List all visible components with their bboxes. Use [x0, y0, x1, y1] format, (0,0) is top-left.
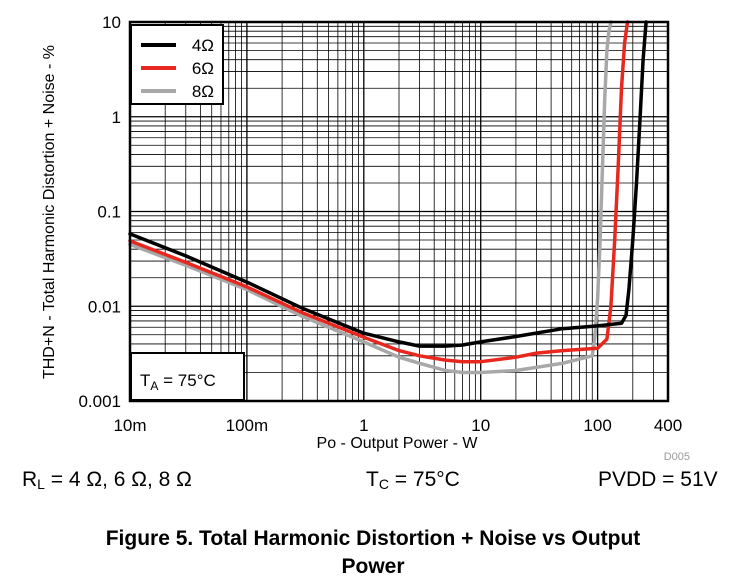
- x-tick-label: 1: [359, 416, 368, 435]
- supply-voltage-condition: PVDD = 51V: [598, 468, 718, 492]
- x-tick-label: 100: [583, 416, 611, 435]
- y-tick-label: 10: [102, 13, 121, 32]
- figure-caption: Figure 5. Total Harmonic Distortion + No…: [0, 525, 746, 581]
- annotation-main: T: [140, 371, 150, 390]
- temperature-annotation: TA = 75°C: [130, 352, 245, 401]
- thdn-chart: 10m 100m 1 10 100 400 0.001 0.01 0.1 1 10 Po - Ou…: [41, 13, 690, 463]
- legend-label: 6Ω: [192, 59, 214, 78]
- figure-code: D005: [664, 451, 690, 463]
- rl-sub: L: [37, 476, 45, 492]
- rl-main: R: [22, 468, 38, 491]
- series-line-6Ω: [128, 20, 630, 364]
- legend-label: 4Ω: [192, 36, 214, 55]
- y-tick-label: 0.1: [97, 203, 121, 222]
- caption-line-1: Figure 5. Total Harmonic Distortion + No…: [105, 527, 641, 550]
- case-temperature-condition: TC = 75°C: [366, 468, 460, 492]
- y-tick-labels: 0.001 0.01 0.1 1 10: [78, 13, 121, 411]
- x-tick-label: 10m: [113, 416, 146, 435]
- series-lines: [128, 20, 648, 375]
- plot-frame: [128, 20, 670, 403]
- svg-text:TA = 75°C: TA = 75°C: [140, 371, 216, 393]
- x-tick-label: 100m: [226, 416, 269, 435]
- annotation-box: [130, 352, 245, 401]
- rl-value: = 4 Ω, 6 Ω, 8 Ω: [44, 468, 192, 491]
- annotation-value: = 75°C: [158, 371, 215, 390]
- y-tick-label: 0.01: [88, 297, 121, 316]
- series-line-8Ω: [128, 20, 613, 375]
- tc-value: = 75°C: [388, 468, 460, 491]
- legend: 4Ω 6Ω 8Ω: [130, 24, 224, 105]
- x-axis-title: Po - Output Power - W: [317, 435, 479, 452]
- caption-line-2: Power: [341, 555, 405, 578]
- grid-lines: [130, 22, 668, 401]
- pvdd-value: PVDD = 51V: [598, 468, 718, 491]
- tc-main: T: [366, 468, 379, 491]
- series-line-4Ω: [128, 20, 648, 348]
- y-axis-title: THD+N - Total Harmonic Distortion + Nois…: [41, 45, 58, 379]
- x-tick-labels: 10m 100m 1 10 100 400: [113, 416, 682, 435]
- legend-label: 8Ω: [192, 82, 214, 101]
- x-tick-label: 400: [654, 416, 682, 435]
- tc-sub: C: [378, 476, 389, 492]
- y-tick-label: 1: [112, 108, 121, 127]
- annotation-sub: A: [150, 379, 158, 393]
- y-tick-label: 0.001: [78, 392, 121, 411]
- load-resistance-condition: RL = 4 Ω, 6 Ω, 8 Ω: [22, 468, 192, 492]
- x-tick-label: 10: [471, 416, 490, 435]
